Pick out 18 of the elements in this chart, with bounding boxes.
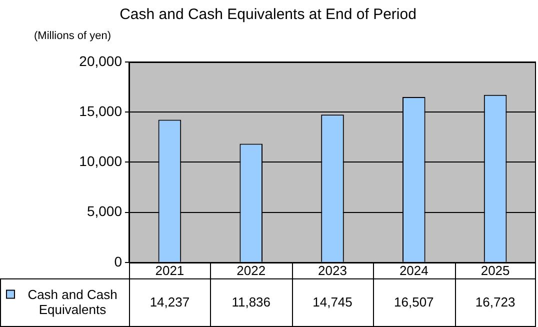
data-label: 14,237 [150,294,190,310]
data-label: 16,723 [475,294,516,310]
chart-title: Cash and Cash Equivalents at End of Period [120,6,416,24]
x-tick-label: 2025 [480,262,510,278]
y-tick-label: 5,000 [86,203,122,220]
x-tick-label: 2024 [399,262,428,278]
x-tick-label: 2022 [236,262,266,278]
y-tick-label: 10,000 [79,153,122,170]
data-label: 14,745 [312,294,352,310]
x-tick-label: 2023 [318,262,347,278]
y-tick-label: 20,000 [79,52,122,69]
y-axis-title: (Millions of yen) [34,30,112,42]
x-tick-label: 2021 [155,262,184,278]
y-tick-label: 0 [114,253,122,270]
y-tick-label: 15,000 [79,102,122,119]
data-label: 16,507 [394,294,434,310]
legend-label: Cash and Cash Equivalents [28,286,118,317]
data-label: 11,836 [232,294,270,310]
